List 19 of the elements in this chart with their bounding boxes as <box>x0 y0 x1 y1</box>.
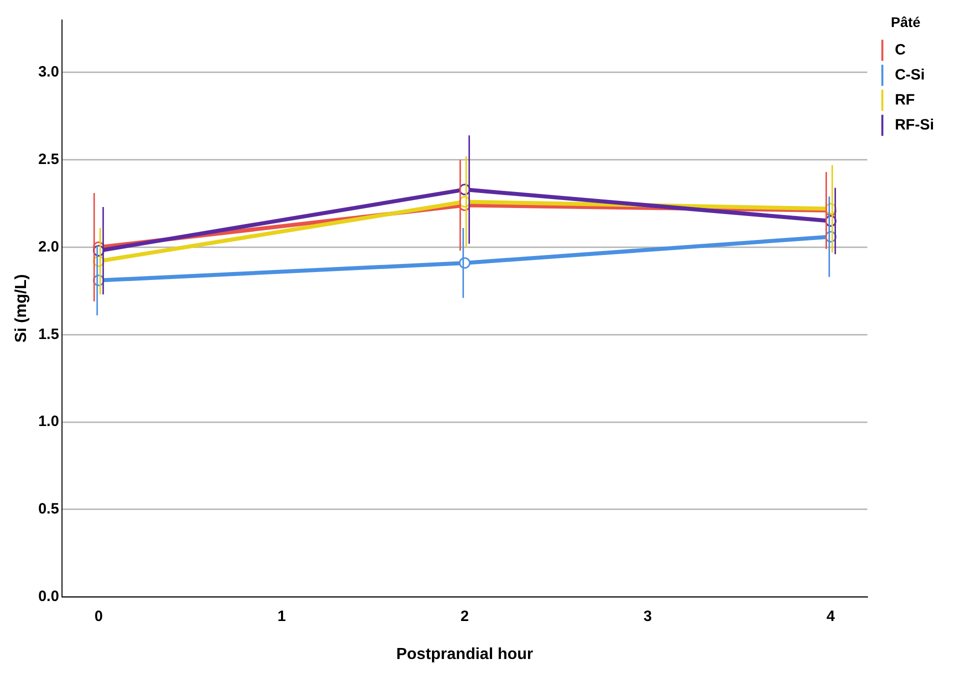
y-tick-label: 0.5 <box>38 500 60 518</box>
y-tick-label: 1.5 <box>38 326 60 343</box>
x-axis-title: Postprandial hour <box>396 646 534 663</box>
y-tick-label: 3.0 <box>38 64 60 81</box>
x-tick-label: 3 <box>644 608 652 625</box>
y-tick-label: 2.5 <box>38 150 60 168</box>
legend-label: C-Si <box>894 66 925 84</box>
y-axis-title: Si (mg/L) <box>13 274 30 343</box>
x-tick-label: 0 <box>94 608 103 625</box>
legend-label: RF-Si <box>894 116 934 134</box>
x-tick-label: 4 <box>826 608 836 625</box>
y-tick-label: 2.0 <box>38 238 60 256</box>
legend-title: Pâté <box>890 14 921 30</box>
y-tick-label: 1.0 <box>38 413 60 430</box>
x-tick-label: 1 <box>278 608 286 625</box>
y-tick-label: 0.0 <box>38 588 60 605</box>
legend-label: RF <box>894 91 915 108</box>
legend-label: C <box>894 41 906 58</box>
x-tick-label: 2 <box>460 608 469 625</box>
